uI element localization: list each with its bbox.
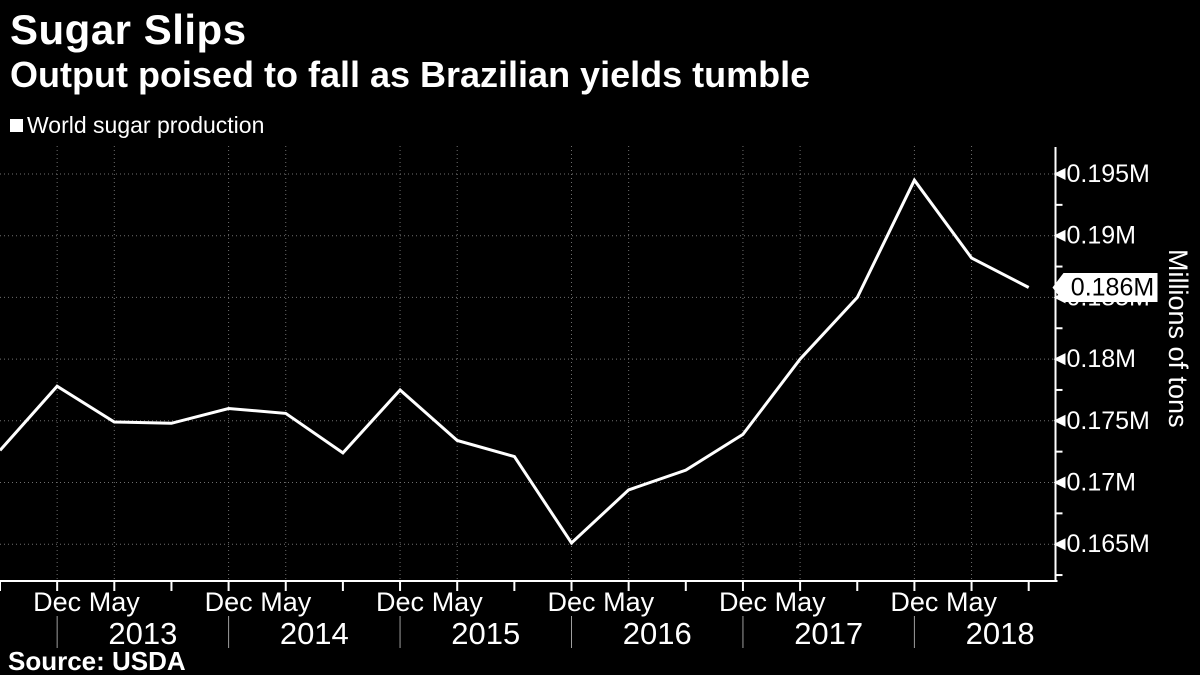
y-tick-arrow [1053, 476, 1066, 489]
value-callout-label: 0.186M [1071, 274, 1154, 302]
x-tick-label: May [260, 587, 312, 617]
x-tick-label: May [603, 587, 655, 617]
source-note: Source: USDA [8, 646, 186, 675]
x-tick-label: May [432, 587, 484, 617]
y-minor-tick [1056, 574, 1063, 577]
x-tick-label: Dec [719, 587, 767, 617]
page-title: Sugar Slips [10, 6, 247, 53]
y-tick-arrow [1053, 168, 1066, 180]
value-callout [1052, 273, 1158, 303]
year-label: 2013 [108, 616, 177, 651]
x-tick-label: May [946, 587, 998, 617]
y-minor-tick [1056, 203, 1063, 206]
y-minor-tick [1056, 512, 1063, 515]
year-label: 2018 [966, 616, 1035, 651]
y-minor-tick [1056, 388, 1063, 391]
x-tick-label: Dec [890, 587, 938, 617]
y-tick-label: 0.195M [1067, 160, 1150, 188]
y-minor-tick [1056, 327, 1063, 330]
x-tick-label: Dec [205, 587, 253, 617]
year-label: 2014 [280, 616, 349, 651]
y-tick-arrow [1053, 414, 1066, 427]
legend-marker-icon [10, 119, 23, 132]
y-tick-arrow [1053, 353, 1066, 366]
y-tick-arrow [1053, 538, 1066, 551]
y-minor-tick [1056, 450, 1063, 453]
legend-label: World sugar production [27, 112, 265, 138]
y-tick-label: 0.18M [1067, 345, 1136, 373]
x-tick-label: May [775, 587, 827, 617]
y-minor-tick [1056, 265, 1063, 268]
y-tick-label: 0.175M [1067, 407, 1150, 435]
x-tick-label: May [89, 587, 141, 617]
y-tick-label: 0.17M [1067, 469, 1136, 497]
y-tick-arrow [1053, 229, 1066, 242]
year-label: 2017 [794, 616, 863, 651]
page-subtitle: Output poised to fall as Brazilian yield… [10, 54, 811, 95]
year-label: 2015 [451, 616, 520, 651]
series-line [0, 177, 1030, 546]
x-tick-label: Dec [547, 587, 595, 617]
legend: World sugar production [10, 112, 264, 139]
y-axis-title: Millions of tons [1163, 249, 1193, 428]
x-tick-label: Dec [33, 587, 81, 617]
y-tick-label: 0.165M [1067, 530, 1150, 558]
year-label: 2016 [623, 616, 692, 651]
x-tick-label: Dec [376, 587, 424, 617]
y-tick-label: 0.19M [1067, 222, 1136, 250]
